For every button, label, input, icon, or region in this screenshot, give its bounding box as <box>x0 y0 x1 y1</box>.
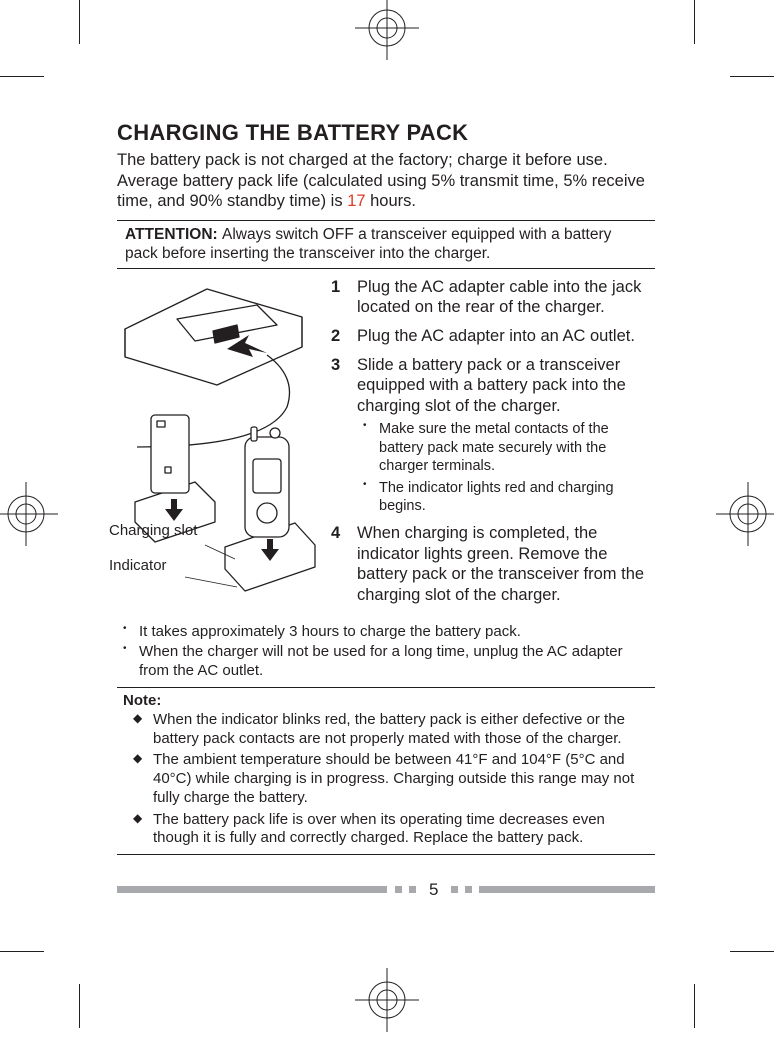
footer-dot <box>465 886 472 893</box>
attention-label: ATTENTION: <box>125 226 222 243</box>
note-item: The battery pack life is over when its o… <box>123 811 649 849</box>
page-content: CHARGING THE BATTERY PACK The battery pa… <box>117 120 655 859</box>
rule <box>117 854 655 855</box>
rule <box>117 268 655 269</box>
steps-list: Plug the AC adapter cable into the jack … <box>331 277 655 606</box>
charger-illustration: Charging slot Indicator <box>117 277 317 617</box>
page-number: 5 <box>429 880 438 900</box>
intro-text: The battery pack is not charged at the f… <box>117 150 655 212</box>
reg-mark-top <box>355 0 419 60</box>
intro-after: hours. <box>366 192 416 210</box>
reg-mark-bottom <box>355 968 419 1032</box>
post-item: When the charger will not be used for a … <box>117 643 655 681</box>
attention-block: ATTENTION: Always switch OFF a transceiv… <box>117 225 655 264</box>
footer-dot <box>451 886 458 893</box>
note-title: Note: <box>123 692 649 709</box>
step-text: Plug the AC adapter cable into the jack … <box>357 278 641 317</box>
figure-column: Charging slot Indicator <box>117 277 317 617</box>
step-item: Plug the AC adapter cable into the jack … <box>331 277 655 318</box>
sub-item: Make sure the metal contacts of the batt… <box>357 420 655 474</box>
step-item: When charging is completed, the indicato… <box>331 523 655 606</box>
footer-dot <box>409 886 416 893</box>
footer-bar <box>479 886 655 893</box>
note-list: When the indicator blinks red, the batte… <box>123 711 649 848</box>
reg-mark-left <box>0 482 58 546</box>
step-text: When charging is completed, the indicato… <box>357 524 644 604</box>
section-heading: CHARGING THE BATTERY PACK <box>117 120 655 146</box>
step-text: Slide a battery pack or a transceiver eq… <box>357 356 626 415</box>
rule <box>117 687 655 688</box>
sub-list: Make sure the metal contacts of the batt… <box>357 420 655 515</box>
post-item: It takes approximately 3 hours to charge… <box>117 623 655 642</box>
sub-item: The indicator lights red and charging be… <box>357 479 655 515</box>
reg-mark-right <box>716 482 774 546</box>
intro-accent: 17 <box>347 192 365 210</box>
note-block: Note: When the indicator blinks red, the… <box>117 692 655 848</box>
note-item: The ambient temperature should be betwee… <box>123 751 649 807</box>
step-item: Plug the AC adapter into an AC outlet. <box>331 326 655 347</box>
footer-bar <box>117 886 387 893</box>
footer-dot <box>395 886 402 893</box>
figure-label-slot: Charging slot <box>109 522 197 539</box>
step-text: Plug the AC adapter into an AC outlet. <box>357 327 635 345</box>
figure-label-indicator: Indicator <box>109 557 167 574</box>
rule <box>117 220 655 221</box>
step-item: Slide a battery pack or a transceiver eq… <box>331 355 655 516</box>
page-footer: 5 <box>117 878 655 900</box>
post-list: It takes approximately 3 hours to charge… <box>117 623 655 681</box>
note-item: When the indicator blinks red, the batte… <box>123 711 649 749</box>
